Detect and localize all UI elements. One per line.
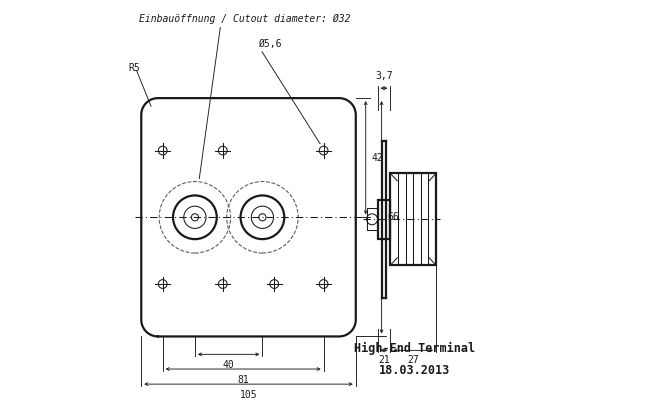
Text: 18.03.2013: 18.03.2013: [379, 364, 450, 377]
Bar: [390, 173, 436, 265]
Text: 27: 27: [408, 355, 419, 365]
Text: R5: R5: [128, 63, 141, 73]
Text: Ø5,6: Ø5,6: [259, 40, 282, 49]
Text: 66: 66: [388, 212, 399, 222]
Text: Einbauöffnung / Cutout diameter: Ø32: Einbauöffnung / Cutout diameter: Ø32: [139, 13, 351, 24]
Text: 105: 105: [240, 390, 257, 400]
Text: 40: 40: [223, 360, 235, 370]
Text: 3,7: 3,7: [375, 71, 393, 81]
Text: 21: 21: [378, 355, 390, 365]
Text: 81: 81: [237, 375, 249, 385]
Bar: [378, 200, 390, 239]
Text: 42: 42: [372, 153, 384, 163]
Bar: [367, 208, 378, 230]
Text: High-End Terminal: High-End Terminal: [354, 342, 476, 355]
